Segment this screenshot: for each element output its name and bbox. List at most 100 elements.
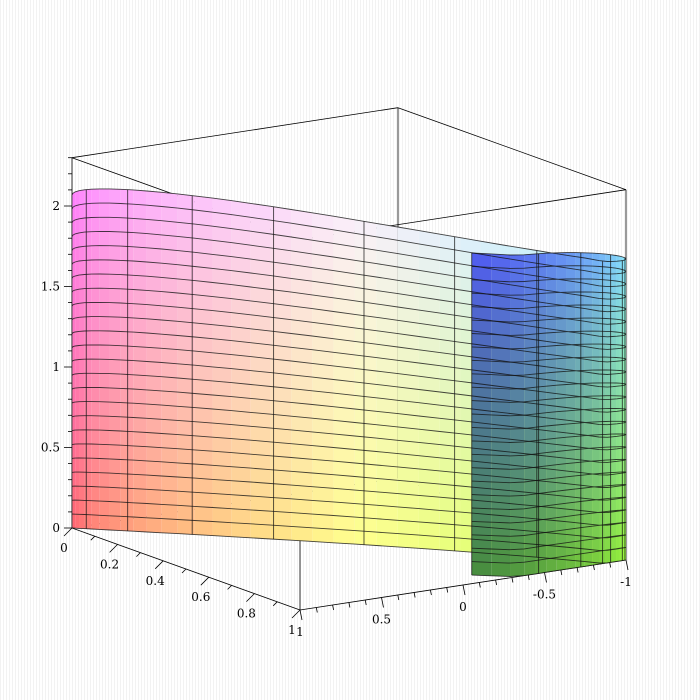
surface-patch: [491, 334, 511, 349]
surface-patch: [566, 475, 576, 490]
surface-patch: [75, 232, 80, 248]
surface-patch: [99, 231, 110, 246]
surface-patch: [133, 360, 147, 376]
x-tick-label: 1: [288, 623, 296, 637]
surface-patch: [161, 334, 178, 350]
surface-patch: [622, 434, 625, 447]
surface-patch: [524, 440, 536, 456]
surface-patch: [611, 318, 617, 332]
surface-patch: [161, 234, 178, 251]
surface-patch: [250, 523, 271, 539]
surface-patch: [231, 242, 251, 260]
surface-patch: [491, 455, 511, 470]
surface-patch: [616, 510, 620, 524]
surface-patch: [605, 549, 612, 564]
y-tick: [625, 559, 629, 571]
surface-patch: [161, 433, 178, 449]
surface-patch: [566, 541, 576, 556]
surface-patch: [133, 374, 147, 390]
x-tick-label: 0.8: [237, 607, 256, 621]
surface-patch: [75, 458, 80, 473]
surface-patch: [75, 275, 80, 290]
surface-patch: [72, 430, 76, 445]
surface-patch: [524, 427, 536, 442]
surface-patch: [439, 260, 461, 277]
surface-patch: [616, 459, 620, 473]
surface-patch: [109, 359, 121, 375]
surface-patch: [354, 476, 377, 492]
surface-patch: [194, 294, 213, 311]
surface-patch: [161, 249, 178, 265]
surface-patch: [91, 330, 100, 345]
surface-patch: [133, 218, 147, 234]
surface-patch: [376, 223, 398, 241]
surface-patch: [231, 382, 251, 399]
surface-patch: [605, 485, 612, 499]
y-tick: [593, 564, 595, 571]
surface-patch: [146, 446, 162, 462]
surface-patch: [556, 489, 567, 505]
surface-patch: [212, 296, 232, 313]
surface-patch: [212, 324, 232, 341]
surface-patch: [194, 195, 213, 213]
surface-patch: [592, 473, 600, 488]
surface-patch: [133, 474, 147, 490]
surface-patch: [120, 317, 134, 333]
surface-patch: [250, 509, 271, 526]
surface-patch: [75, 429, 80, 445]
surface-patch: [91, 500, 100, 516]
surface-patch: [194, 266, 213, 283]
surface-patch: [291, 471, 313, 487]
surface-patch: [622, 534, 625, 548]
surface-patch: [270, 317, 292, 334]
surface-patch: [397, 440, 419, 456]
x-tick-label: 0.6: [191, 590, 210, 604]
surface-patch: [291, 223, 313, 241]
surface-patch: [194, 464, 213, 480]
surface-patch: [611, 280, 617, 294]
surface-patch: [584, 461, 593, 475]
surface-patch: [439, 299, 461, 317]
surface-patch: [194, 492, 213, 508]
surface-patch: [397, 386, 419, 403]
surface-patch: [510, 441, 525, 456]
surface-patch: [84, 189, 92, 204]
surface-patch: [592, 434, 600, 449]
y-tick-label: 0: [459, 600, 467, 614]
surface-patch: [333, 297, 355, 315]
surface-patch: [354, 517, 377, 533]
surface-patch: [418, 442, 440, 458]
surface-patch: [622, 332, 625, 346]
surface-patch: [270, 483, 292, 499]
surface-patch: [120, 246, 134, 262]
surface-patch: [418, 243, 440, 261]
surface-patch: [566, 370, 576, 385]
surface-patch: [439, 510, 461, 526]
surface-patch: [212, 521, 232, 537]
surface-patch: [109, 444, 121, 460]
surface-patch: [312, 486, 334, 502]
surface-patch: [79, 387, 85, 402]
surface-patch: [622, 320, 625, 334]
surface-patch: [146, 347, 162, 363]
surface-patch: [312, 336, 334, 353]
surface-patch: [575, 422, 585, 437]
surface-patch: [397, 360, 419, 377]
surface-patch: [146, 418, 162, 434]
surface-patch: [566, 436, 576, 451]
surface-patch: [270, 400, 292, 417]
surface-patch: [605, 331, 612, 345]
surface-patch: [566, 410, 576, 425]
z-tick-label: 0.5: [41, 441, 60, 455]
surface-patch: [418, 336, 440, 353]
surface-patch: [611, 421, 617, 435]
surface-patch: [146, 460, 162, 477]
surface-patch: [592, 279, 600, 293]
surface-patch: [212, 254, 232, 271]
surface-patch: [592, 331, 600, 345]
surface-patch: [439, 339, 461, 356]
surface-patch: [616, 446, 620, 460]
surface-patch: [212, 198, 232, 215]
surface-patch: [194, 210, 213, 227]
surface-patch: [439, 365, 461, 382]
